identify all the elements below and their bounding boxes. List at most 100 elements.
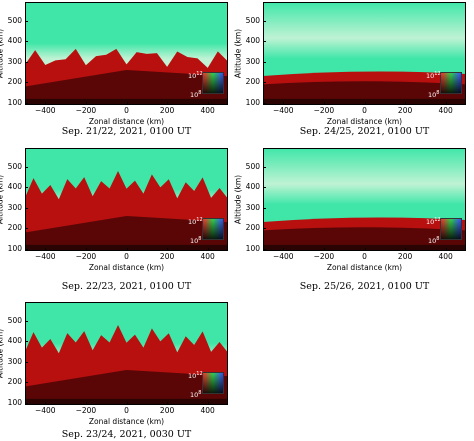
y-tick-mark [263, 41, 266, 43]
y-tick-mark [263, 187, 266, 189]
legend-top-label: 1012 [188, 71, 203, 81]
x-tick-label: −200 [313, 106, 335, 115]
x-tick-mark [85, 248, 87, 251]
x-tick-mark [167, 402, 169, 405]
y-tick-mark [263, 248, 266, 250]
color-legend-swatch [202, 72, 224, 94]
legend-top-label: 1012 [426, 71, 441, 81]
x-tick-label: 0 [124, 406, 129, 415]
panel-caption: Sep. 25/26, 2021, 0100 UT [299, 281, 430, 292]
density-image [263, 2, 466, 105]
y-axis-label: Altitude (km) [233, 174, 243, 224]
x-tick-label: −400 [272, 252, 294, 261]
x-tick-mark [445, 102, 447, 105]
plot-area [25, 148, 228, 251]
x-tick-label: 0 [124, 252, 129, 261]
x-tick-label: −400 [34, 106, 56, 115]
x-tick-mark [323, 248, 325, 251]
y-tick-mark [263, 207, 266, 209]
y-tick-label: 200 [7, 223, 22, 233]
y-tick-mark [25, 228, 28, 230]
y-tick-label: 300 [245, 56, 260, 66]
y-tick-mark [25, 320, 28, 322]
lower-layer-region [25, 69, 228, 105]
panel-caption: Sep. 21/22, 2021, 0100 UT [61, 126, 192, 137]
legend-bottom-label: 108 [428, 236, 440, 246]
y-tick-mark [25, 402, 28, 404]
x-tick-mark [45, 248, 47, 251]
x-tick-mark [445, 248, 447, 251]
y-tick-mark [263, 166, 266, 168]
x-axis-label: Zonal distance (km) [88, 117, 165, 126]
y-tick-label: 500 [7, 161, 22, 171]
plot-area [25, 302, 228, 405]
bottom-layer-region [263, 244, 466, 251]
x-tick-mark [207, 102, 209, 105]
density-image [25, 302, 228, 405]
y-tick-label: 100 [245, 243, 260, 253]
x-tick-mark [207, 248, 209, 251]
x-tick-label: 200 [397, 106, 413, 115]
y-tick-label: 100 [7, 397, 22, 407]
x-axis-label: Zonal distance (km) [326, 263, 403, 272]
x-axis-label: Zonal distance (km) [326, 117, 403, 126]
x-tick-label: −200 [75, 106, 97, 115]
y-tick-mark [25, 102, 28, 104]
x-tick-mark [45, 402, 47, 405]
y-tick-label: 400 [7, 36, 22, 46]
y-axis-label: Altitude (km) [0, 28, 5, 78]
y-tick-label: 200 [7, 377, 22, 387]
legend-bottom-label: 108 [190, 390, 202, 400]
y-tick-mark [25, 248, 28, 250]
plot-area [263, 148, 466, 251]
y-tick-label: 200 [245, 77, 260, 87]
x-tick-label: −200 [313, 252, 335, 261]
x-tick-label: 200 [159, 406, 175, 415]
y-tick-label: 500 [7, 15, 22, 25]
y-tick-mark [263, 102, 266, 104]
y-tick-label: 300 [7, 202, 22, 212]
x-tick-mark [323, 102, 325, 105]
x-tick-mark [167, 248, 169, 251]
y-tick-mark [25, 187, 28, 189]
y-tick-label: 500 [245, 15, 260, 25]
x-tick-mark [85, 402, 87, 405]
color-legend-swatch [440, 72, 462, 94]
y-tick-mark [263, 61, 266, 63]
x-tick-label: −200 [75, 252, 97, 261]
x-tick-label: 0 [362, 252, 367, 261]
bottom-layer-region [25, 98, 228, 105]
color-legend-swatch [202, 372, 224, 394]
x-tick-label: 0 [124, 106, 129, 115]
y-tick-mark [25, 207, 28, 209]
legend-top-label: 1012 [426, 217, 441, 227]
x-tick-mark [126, 102, 128, 105]
y-tick-label: 300 [7, 56, 22, 66]
x-tick-mark [405, 248, 407, 251]
y-tick-label: 200 [245, 223, 260, 233]
x-axis-label: Zonal distance (km) [88, 263, 165, 272]
x-tick-mark [364, 102, 366, 105]
y-tick-label: 100 [7, 243, 22, 253]
y-tick-label: 400 [245, 182, 260, 192]
x-tick-label: −200 [75, 406, 97, 415]
y-tick-mark [263, 228, 266, 230]
color-legend-swatch [440, 218, 462, 240]
lower-layer-region [25, 369, 228, 405]
legend-bottom-label: 108 [428, 90, 440, 100]
y-tick-mark [25, 61, 28, 63]
legend-bottom-label: 108 [190, 236, 202, 246]
x-tick-mark [45, 102, 47, 105]
panel-caption: Sep. 23/24, 2021, 0030 UT [61, 429, 192, 440]
y-tick-label: 400 [245, 36, 260, 46]
y-tick-mark [25, 341, 28, 343]
color-legend-swatch [202, 218, 224, 240]
x-tick-label: 200 [397, 252, 413, 261]
y-tick-mark [25, 361, 28, 363]
x-tick-label: −400 [34, 406, 56, 415]
legend-top-label: 1012 [188, 217, 203, 227]
y-tick-mark [25, 20, 28, 22]
panel-caption: Sep. 22/23, 2021, 0100 UT [61, 281, 192, 292]
bottom-layer-region [25, 244, 228, 251]
panel-caption: Sep. 24/25, 2021, 0100 UT [299, 126, 430, 137]
